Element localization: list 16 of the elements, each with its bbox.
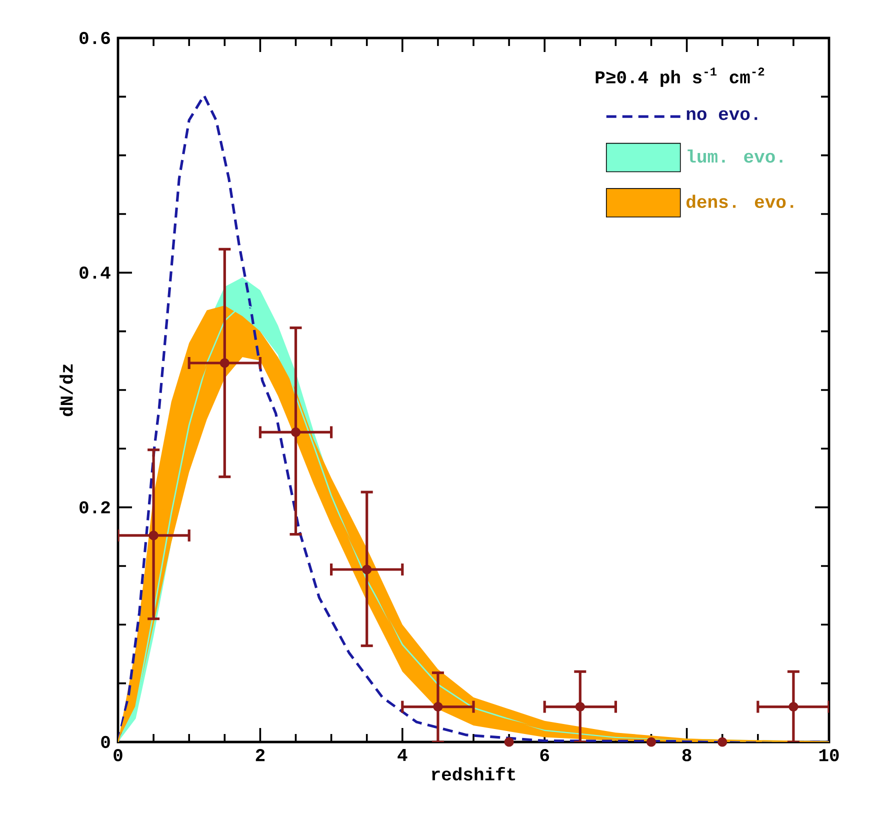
x-tick-label: 4: [398, 749, 408, 761]
y-tick-label: 0.2: [80, 501, 110, 514]
x-tick-label: 0: [114, 749, 122, 762]
y-tick-label: 0.4: [80, 266, 110, 279]
x-tick-label: 10: [819, 749, 839, 762]
legend-label: no evo.: [686, 110, 758, 120]
x-tick-label: 2: [256, 749, 265, 762]
y-tick-label: 0: [101, 736, 110, 748]
y-tick-label: 0.6: [80, 32, 110, 44]
legend-label: dens. evo.: [686, 194, 794, 208]
legend-label: lum. evo.: [688, 149, 782, 163]
x-tick-label: 6: [540, 749, 550, 762]
x-tick-label: 8: [682, 749, 692, 762]
x-axis-title: redshift: [432, 767, 515, 780]
y-axis-title: dN/dz: [60, 364, 73, 416]
legend-title: P≥0.4 ph s$^{-1}$ cm$^{-2}$: [596, 68, 764, 87]
